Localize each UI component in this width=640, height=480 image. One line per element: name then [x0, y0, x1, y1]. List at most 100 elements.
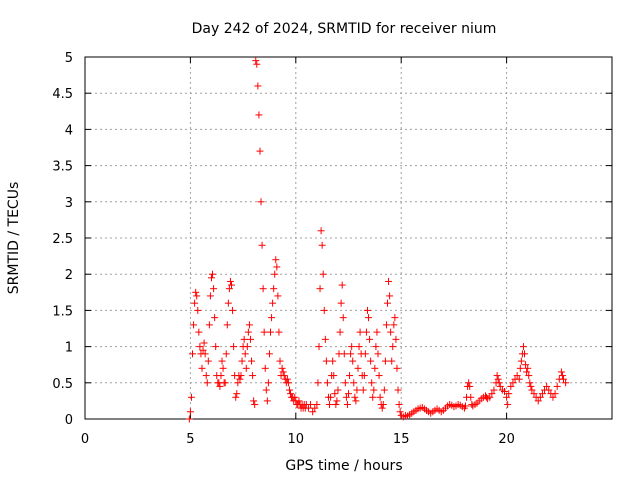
- data-point: [222, 350, 230, 358]
- data-point: [355, 343, 363, 351]
- data-point: [322, 357, 330, 365]
- data-point: [380, 386, 388, 394]
- data-point: [283, 375, 291, 383]
- data-point: [259, 285, 267, 293]
- data-point: [396, 408, 404, 416]
- data-point: [368, 379, 376, 387]
- data-point: [391, 314, 399, 322]
- data-point: [269, 299, 277, 307]
- y-tick-label: 0.5: [52, 377, 73, 392]
- data-point: [465, 379, 473, 387]
- data-point: [385, 277, 393, 285]
- data-point: [237, 372, 245, 380]
- data-point: [372, 343, 380, 351]
- x-tick-label: 15: [393, 432, 410, 447]
- data-point: [250, 397, 258, 405]
- data-point: [190, 321, 198, 329]
- data-point: [185, 415, 193, 423]
- data-point: [241, 350, 249, 358]
- chart-title: Day 242 of 2024, SRMTID for receiver niu…: [192, 21, 497, 37]
- data-point: [229, 306, 237, 314]
- data-point: [494, 375, 502, 383]
- data-point: [378, 404, 386, 412]
- data-point: [536, 393, 544, 401]
- data-point: [252, 57, 260, 65]
- data-point: [334, 386, 342, 394]
- data-point: [212, 343, 220, 351]
- data-point: [236, 375, 244, 383]
- data-point: [267, 328, 275, 336]
- y-tick-label: 1: [65, 341, 73, 356]
- data-point: [356, 328, 364, 336]
- data-point: [314, 379, 322, 387]
- data-point: [249, 372, 257, 380]
- data-point: [238, 357, 246, 365]
- plot-frame: [84, 56, 613, 420]
- data-point: [210, 285, 218, 293]
- data-point: [393, 364, 401, 372]
- data-point: [523, 368, 531, 376]
- data-point: [522, 361, 530, 369]
- y-tick-label: 0: [65, 413, 73, 428]
- data-point: [209, 270, 217, 278]
- data-point: [268, 314, 276, 322]
- data-point: [350, 379, 358, 387]
- data-point: [551, 390, 559, 398]
- data-point: [348, 343, 356, 351]
- data-point: [225, 285, 233, 293]
- data-point: [194, 306, 202, 314]
- data-point: [317, 227, 325, 235]
- data-point: [244, 328, 252, 336]
- data-point: [526, 379, 534, 387]
- data-point: [379, 401, 387, 409]
- x-tick-label: 10: [288, 432, 305, 447]
- data-point: [347, 350, 355, 358]
- y-tick-label: 3.5: [52, 160, 73, 175]
- data-point: [382, 321, 390, 329]
- data-point: [330, 372, 338, 380]
- data-point: [273, 263, 281, 271]
- data-point: [211, 314, 219, 322]
- data-point: [318, 241, 326, 249]
- data-point: [248, 357, 256, 365]
- x-tick-label: 5: [186, 432, 194, 447]
- data-point: [354, 364, 362, 372]
- data-point: [504, 401, 512, 409]
- data-point: [226, 277, 234, 285]
- data-point: [515, 375, 523, 383]
- data-point: [230, 343, 238, 351]
- y-tick-label: 2.5: [52, 232, 73, 247]
- x-axis-label: GPS time / hours: [285, 458, 402, 474]
- data-point: [490, 386, 498, 394]
- data-point: [524, 364, 532, 372]
- data-point: [319, 270, 327, 278]
- data-point: [196, 343, 204, 351]
- data-point: [333, 397, 341, 405]
- data-point: [251, 401, 259, 409]
- data-point: [543, 382, 551, 390]
- data-point: [280, 372, 288, 380]
- data-point: [206, 292, 214, 300]
- x-tick-label: 0: [81, 432, 89, 447]
- data-point: [223, 321, 231, 329]
- data-points: [185, 57, 570, 423]
- data-point: [394, 386, 402, 394]
- data-point: [195, 328, 203, 336]
- data-point: [202, 372, 210, 380]
- data-point: [351, 393, 359, 401]
- data-point: [500, 387, 508, 395]
- data-point: [538, 390, 546, 398]
- y-tick-label: 2: [65, 268, 73, 283]
- data-point: [200, 339, 208, 347]
- data-point: [321, 335, 329, 343]
- data-point: [503, 393, 511, 401]
- data-point: [549, 393, 557, 401]
- data-point: [193, 292, 201, 300]
- data-point: [327, 393, 335, 401]
- data-point: [337, 299, 345, 307]
- data-point: [255, 111, 263, 119]
- data-point: [390, 321, 398, 329]
- data-point: [359, 386, 367, 394]
- data-point: [207, 274, 215, 282]
